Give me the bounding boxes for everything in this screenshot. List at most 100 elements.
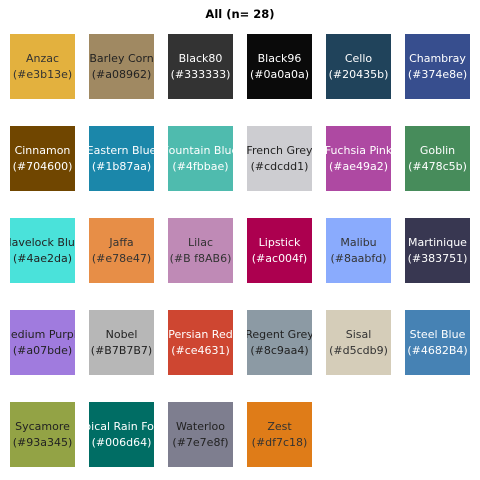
swatch-name: Regent Grey xyxy=(247,327,312,341)
swatch-code: (#93a345) xyxy=(12,435,73,449)
swatch-label: Steel Blue (#4682B4) xyxy=(407,327,467,359)
swatch-name: Goblin xyxy=(419,143,456,157)
swatch-label: Nobel (#B7B7B7) xyxy=(91,327,152,359)
swatch-name: Fountain Blue xyxy=(168,143,233,157)
swatch-french-grey: French Grey (#cdcdd1) xyxy=(247,126,312,191)
swatch-label: Waterloo (#7e7e8f) xyxy=(172,419,228,451)
swatch-name: Havelock Blue xyxy=(10,235,75,249)
swatch-name: Chambray xyxy=(409,51,466,65)
swatch-cello: Cello (#20435b) xyxy=(326,34,391,99)
swatch-name: Sycamore xyxy=(15,419,70,433)
swatch-fuchsia-pink: Fuchsia Pink (#ae49a2) xyxy=(326,126,391,191)
chart-title: All (n= 28) xyxy=(205,7,275,21)
swatch-name: Tropical Rain Forest xyxy=(89,419,154,433)
swatch-label: Medium Purple (#a07bde) xyxy=(10,327,75,359)
swatch-name: Medium Purple xyxy=(10,327,75,341)
swatch-code: (#0a0a0a) xyxy=(249,67,310,81)
swatch-code: (#006d64) xyxy=(91,435,152,449)
swatch-code: (#704600) xyxy=(12,159,73,173)
swatch-label: Sisal (#d5cdb9) xyxy=(329,327,388,359)
swatch-code: (#7e7e8f) xyxy=(172,435,229,449)
swatch-label: Jaffa (#e78e47) xyxy=(92,235,151,267)
swatch-code: (#a08962) xyxy=(91,67,152,81)
swatch-label: Regent Grey (#8c9aa4) xyxy=(247,327,312,359)
swatch-name: Malibu xyxy=(340,235,377,249)
swatch-code: (#374e8e) xyxy=(407,67,468,81)
swatch-sycamore: Sycamore (#93a345) xyxy=(10,402,75,467)
swatch-name: Black96 xyxy=(257,51,302,65)
swatch-label: Tropical Rain Forest (#006d64) xyxy=(89,419,154,451)
swatch-code: (#4682B4) xyxy=(407,343,468,357)
swatch-anzac: Anzac (#e3b13e) xyxy=(10,34,75,99)
swatch-code: (#478c5b) xyxy=(408,159,467,173)
swatch-code: (#20435b) xyxy=(328,67,389,81)
swatch-tropical-rain-forest: Tropical Rain Forest (#006d64) xyxy=(89,402,154,467)
swatch-name: Zest xyxy=(267,419,292,433)
swatch-label: Lipstick (#ac004f) xyxy=(252,235,307,267)
swatch-label: French Grey (#cdcdd1) xyxy=(247,143,312,175)
swatch-label: Martinique (#383751) xyxy=(408,235,468,267)
swatch-label: Chambray (#374e8e) xyxy=(408,51,467,83)
swatch-code: (#4fbbae) xyxy=(172,159,229,173)
swatch-name: Anzac xyxy=(25,51,60,65)
swatch-sisal: Sisal (#d5cdb9) xyxy=(326,310,391,375)
swatch-code: (#333333) xyxy=(170,67,231,81)
swatch-code: (#ac004f) xyxy=(251,251,308,265)
swatch-label: Anzac (#e3b13e) xyxy=(13,51,72,83)
swatch-name: Fuchsia Pink xyxy=(326,143,391,157)
swatch-label: Zest (#df7c18) xyxy=(252,419,308,451)
swatch-name: Martinique xyxy=(408,235,467,249)
swatch-nobel: Nobel (#B7B7B7) xyxy=(89,310,154,375)
swatch-name: Nobel xyxy=(105,327,138,341)
swatch-martinique: Martinique (#383751) xyxy=(405,218,470,283)
swatch-persian-red: Persian Red (#ce4631) xyxy=(168,310,233,375)
swatch-jaffa: Jaffa (#e78e47) xyxy=(89,218,154,283)
swatch-name: Lipstick xyxy=(258,235,301,249)
swatch-label: Black80 (#333333) xyxy=(171,51,231,83)
swatch-label: Havelock Blue (#4ae2da) xyxy=(10,235,75,267)
swatch-name: Black80 xyxy=(178,51,223,65)
swatch-zest: Zest (#df7c18) xyxy=(247,402,312,467)
swatch-code: (#B7B7B7) xyxy=(90,343,153,357)
swatch-name: Steel Blue xyxy=(409,327,466,341)
swatch-cinnamon: Cinnamon (#704600) xyxy=(10,126,75,191)
swatch-code: (#a07bde) xyxy=(12,343,73,357)
swatch-label: Goblin (#478c5b) xyxy=(408,143,467,175)
swatch-label: Malibu (#8aabfd) xyxy=(330,235,386,267)
swatch-name: Cello xyxy=(344,51,373,65)
swatch-goblin: Goblin (#478c5b) xyxy=(405,126,470,191)
swatch-label: Black96 (#0a0a0a) xyxy=(250,51,309,83)
swatch-label: Fuchsia Pink (#ae49a2) xyxy=(326,143,391,175)
swatch-name: Sisal xyxy=(345,327,372,341)
swatch-regent-grey: Regent Grey (#8c9aa4) xyxy=(247,310,312,375)
swatch-label: Eastern Blue (#1b87aa) xyxy=(89,143,154,175)
swatch-code: (#cdcdd1) xyxy=(250,159,309,173)
swatch-code: (#8c9aa4) xyxy=(250,343,309,357)
swatch-barley-corn: Barley Corn (#a08962) xyxy=(89,34,154,99)
swatch-name: Lilac xyxy=(187,235,214,249)
swatch-label: Persian Red (#ce4631) xyxy=(168,327,232,359)
swatch-code: (#ae49a2) xyxy=(328,159,389,173)
swatch-label: Sycamore (#93a345) xyxy=(13,419,73,451)
swatch-black96: Black96 (#0a0a0a) xyxy=(247,34,312,99)
swatch-code: (#df7c18) xyxy=(251,435,308,449)
swatch-malibu: Malibu (#8aabfd) xyxy=(326,218,391,283)
swatch-eastern-blue: Eastern Blue (#1b87aa) xyxy=(89,126,154,191)
swatch-black80: Black80 (#333333) xyxy=(168,34,233,99)
swatch-havelock-blue: Havelock Blue (#4ae2da) xyxy=(10,218,75,283)
swatch-label: Fountain Blue (#4fbbae) xyxy=(168,143,233,175)
swatch-label: Cinnamon (#704600) xyxy=(13,143,73,175)
swatch-label: Cello (#20435b) xyxy=(329,51,389,83)
swatch-label: Lilac (#B f8AB6) xyxy=(170,235,232,267)
swatch-lipstick: Lipstick (#ac004f) xyxy=(247,218,312,283)
swatch-code: (#B f8AB6) xyxy=(169,251,232,265)
swatch-code: (#e78e47) xyxy=(91,251,152,265)
swatch-name: Cinnamon xyxy=(14,143,71,157)
swatch-name: Waterloo xyxy=(175,419,226,433)
swatch-name: Persian Red xyxy=(168,327,233,341)
swatch-fountain-blue: Fountain Blue (#4fbbae) xyxy=(168,126,233,191)
swatch-code: (#4ae2da) xyxy=(12,251,73,265)
swatch-name: French Grey xyxy=(247,143,312,157)
swatch-label: Barley Corn (#a08962) xyxy=(89,51,153,83)
swatch-name: Eastern Blue xyxy=(89,143,154,157)
